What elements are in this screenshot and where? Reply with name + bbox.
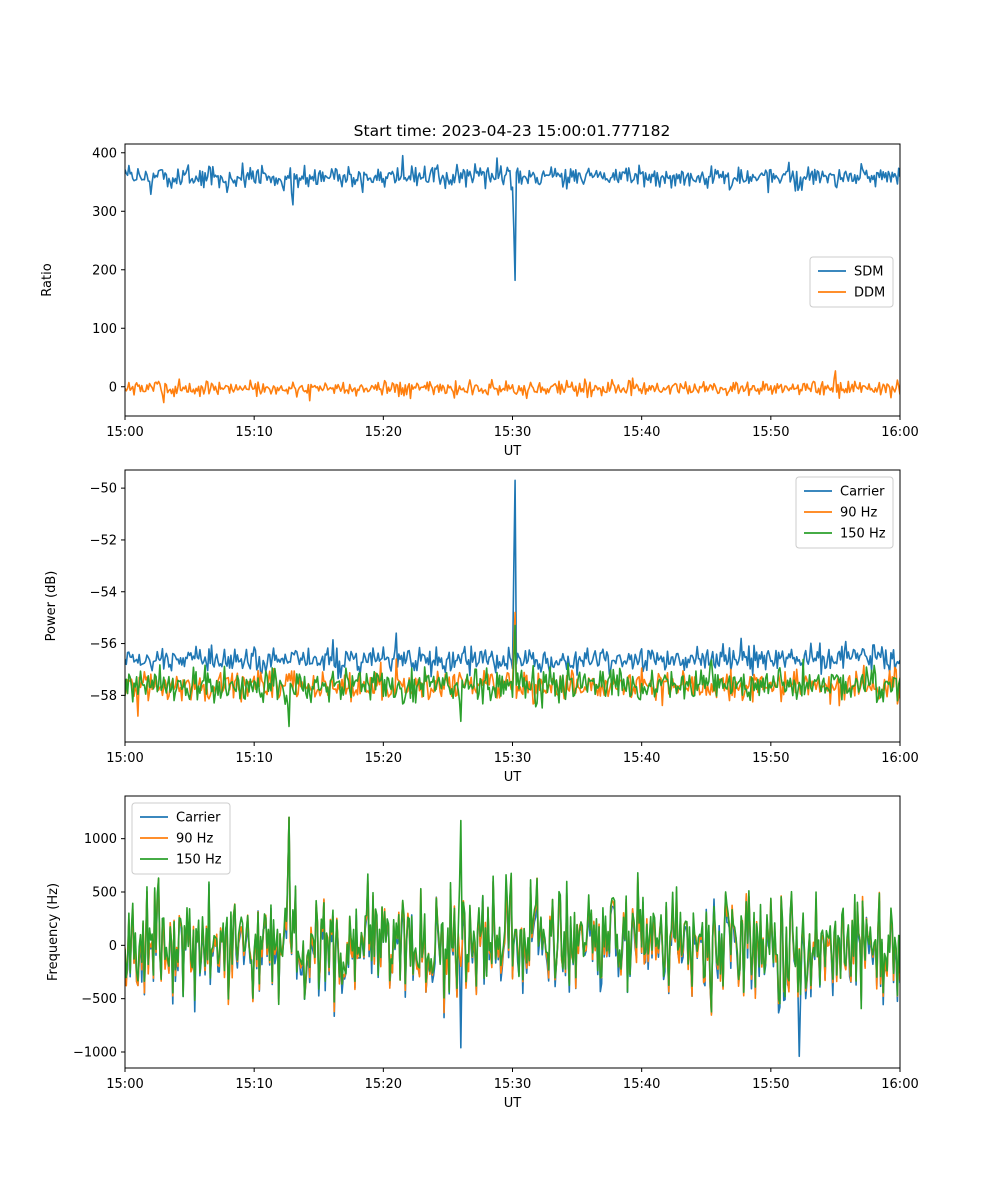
x-tick-label: 15:30 (494, 425, 531, 440)
legend-label: DDM (854, 286, 885, 301)
legend-box (809, 256, 894, 308)
legend: Carrier 90 Hz 150 Hz (795, 476, 894, 549)
legend-label: Carrier (176, 811, 221, 826)
plot-frame (124, 143, 901, 417)
y-axis-label: Ratio (40, 263, 55, 296)
legend-box (131, 802, 231, 875)
x-axis-label: UT (504, 1096, 522, 1111)
y-tick-label: 200 (92, 263, 117, 278)
figure-title: Start time: 2023-04-23 15:00:01.777182 (354, 122, 671, 140)
series-line-150-hz (125, 816, 900, 1013)
chart-panel-2: 15:00 15:10 15:20 15:30 15:40 15:50 16:00 UT −58… (44, 469, 919, 785)
chart-panel-1: 15:00 15:10 15:20 15:30 15:40 15:50 16:00 UT 0 10… (40, 143, 919, 459)
y-tick-label: −50 (90, 482, 117, 497)
x-tick-label: 15:40 (623, 425, 660, 440)
x-tick-label: 15:20 (365, 425, 402, 440)
series-line-ddm (125, 370, 900, 404)
x-tick-label: 15:10 (235, 751, 272, 766)
x-tick-label: 16:00 (881, 751, 918, 766)
x-tick-label: 15:20 (365, 751, 402, 766)
y-tick-label: −52 (90, 533, 117, 548)
legend: SDM DDM (809, 256, 894, 308)
y-tick-label: −54 (90, 585, 117, 600)
legend-label: 150 Hz (840, 527, 886, 542)
y-tick-label: −1000 (73, 1046, 117, 1061)
y-tick-label: 0 (109, 939, 117, 954)
x-tick-label: 15:00 (106, 1077, 143, 1092)
legend-label: Carrier (840, 485, 885, 500)
y-tick-label: 100 (92, 322, 117, 337)
x-axis-label: UT (504, 444, 522, 459)
y-tick-label: 500 (92, 886, 117, 901)
x-tick-label: 15:50 (752, 751, 789, 766)
x-tick-label: 15:20 (365, 1077, 402, 1092)
y-tick-label: 0 (109, 380, 117, 395)
legend: Carrier 90 Hz 150 Hz (131, 802, 231, 875)
y-axis-label: Power (dB) (44, 571, 59, 642)
y-tick-label: −500 (81, 992, 117, 1007)
chart-panel-3: 15:00 15:10 15:20 15:30 15:40 15:50 16:00 UT −10… (46, 795, 919, 1111)
x-tick-label: 16:00 (881, 1077, 918, 1092)
x-axis-label: UT (504, 770, 522, 785)
x-tick-label: 15:40 (623, 751, 660, 766)
y-tick-label: 300 (92, 205, 117, 220)
chart-panels: 15:00 15:10 15:20 15:30 15:40 15:50 16:00 UT 0 10… (40, 143, 919, 1111)
x-tick-label: 15:00 (106, 751, 143, 766)
x-tick-label: 15:10 (235, 425, 272, 440)
series-line-sdm (125, 154, 900, 282)
legend-label: 90 Hz (176, 832, 213, 847)
legend-label: 150 Hz (176, 853, 222, 868)
y-tick-label: −58 (90, 689, 117, 704)
legend-box (795, 476, 894, 549)
y-axis-label: Frequency (Hz) (46, 883, 61, 981)
legend-label: SDM (854, 265, 883, 280)
x-tick-label: 15:30 (494, 1077, 531, 1092)
series-line-150-hz (125, 624, 900, 728)
series-line-carrier (125, 479, 900, 680)
y-tick-label: 400 (92, 146, 117, 161)
y-tick-label: −56 (90, 637, 117, 652)
y-tick-label: 1000 (84, 832, 117, 847)
x-tick-label: 15:00 (106, 425, 143, 440)
x-tick-label: 15:50 (752, 425, 789, 440)
x-tick-label: 15:10 (235, 1077, 272, 1092)
x-tick-label: 15:40 (623, 1077, 660, 1092)
legend-label: 90 Hz (840, 506, 877, 521)
x-tick-label: 15:50 (752, 1077, 789, 1092)
x-tick-label: 16:00 (881, 425, 918, 440)
x-tick-label: 15:30 (494, 751, 531, 766)
